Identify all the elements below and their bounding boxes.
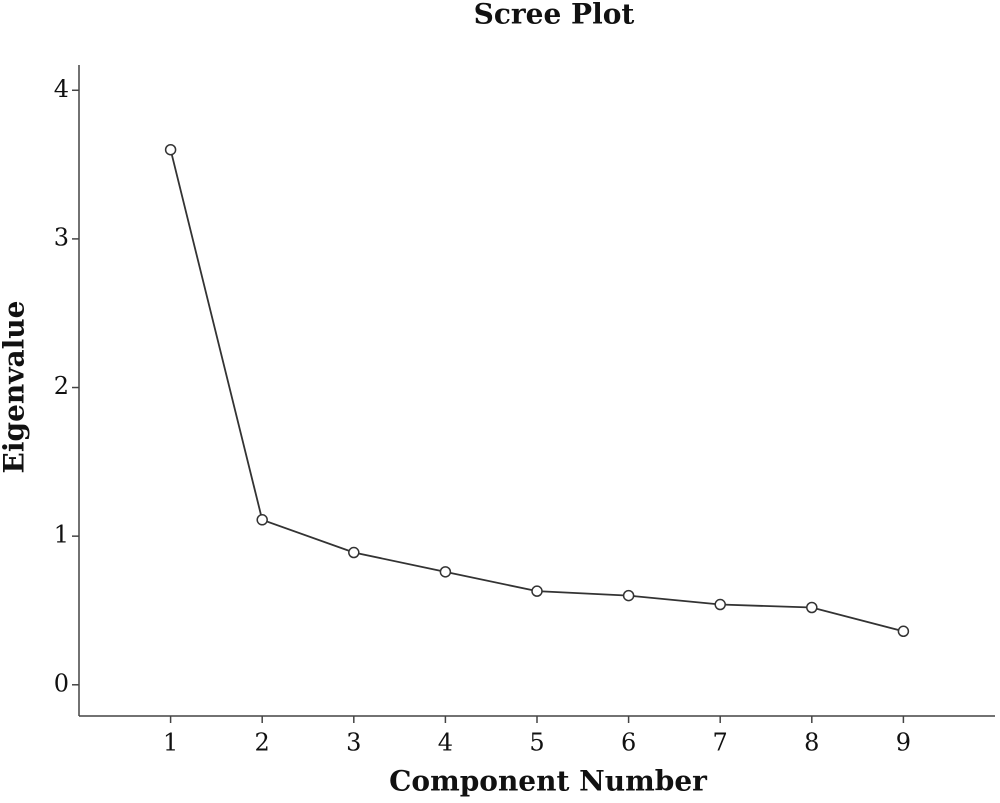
x-tick-label: 5 (529, 729, 544, 757)
line (169, 149, 904, 633)
y-tick-label: 1 (54, 521, 69, 549)
x-tick-label: 9 (896, 729, 911, 757)
point (439, 566, 452, 578)
y-tick-label: 0 (54, 669, 69, 697)
point (622, 589, 635, 602)
point (164, 143, 177, 156)
y-axis-label: Eigenvalue (0, 301, 31, 474)
x-tick-label: 2 (255, 729, 270, 757)
point (714, 598, 726, 611)
chart-title: Scree Plot (474, 0, 635, 31)
x-tick-label: 6 (621, 729, 636, 757)
point (897, 625, 910, 638)
point (348, 546, 360, 559)
x-tick-label: 3 (346, 729, 361, 757)
point (256, 514, 268, 526)
x-tick-label: 4 (438, 729, 453, 757)
x-tick-label: 1 (163, 729, 178, 757)
y-tick-label: 2 (54, 372, 69, 400)
point (806, 601, 818, 614)
x-tick-label: 7 (713, 729, 728, 757)
x-tick-label: 8 (804, 729, 819, 757)
point (531, 585, 543, 597)
y-tick-label: 4 (54, 75, 69, 103)
y-tick-label: 3 (54, 223, 69, 251)
x-axis-label: Component Number (389, 765, 708, 798)
